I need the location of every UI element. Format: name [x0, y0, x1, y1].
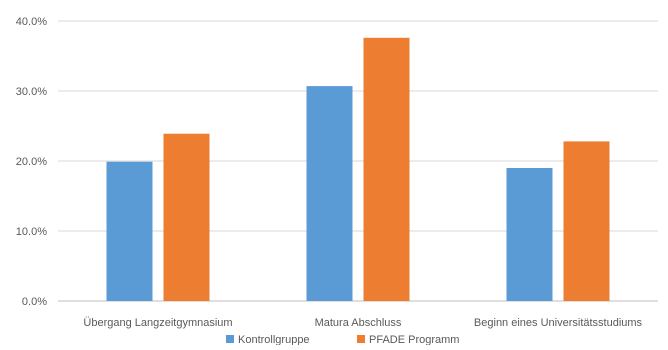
legend-label: PFADE Programm: [369, 334, 459, 345]
bar-kontrollgruppe: [106, 161, 153, 301]
bar-pfade-programm: [363, 37, 410, 302]
bar-pfade-programm: [163, 133, 210, 301]
bar-kontrollgruppe: [506, 168, 553, 301]
x-category-label: Matura Abschluss: [315, 317, 402, 329]
legend-label: Kontrollgruppe: [238, 334, 310, 345]
gridlines: [58, 20, 658, 302]
y-axis-ticks: 0.0% 10.0% 20.0% 30.0% 40.0%: [16, 16, 47, 308]
x-category-label: Beginn eines Universitätsstudiums: [474, 317, 643, 329]
x-category-label: Übergang Langzeitgymnasium: [83, 317, 232, 329]
legend: Kontrollgruppe PFADE Programm: [226, 334, 459, 346]
y-tick-label: 40.0%: [16, 16, 47, 28]
y-tick-label: 30.0%: [16, 86, 47, 98]
bars: [106, 37, 610, 302]
y-tick-label: 20.0%: [16, 156, 47, 168]
bar-pfade-programm: [563, 141, 610, 301]
legend-swatch: [226, 335, 234, 343]
y-tick-label: 0.0%: [22, 296, 47, 308]
bar-kontrollgruppe: [306, 86, 353, 301]
legend-swatch: [357, 335, 365, 343]
y-tick-label: 10.0%: [16, 226, 47, 238]
x-axis: Übergang Langzeitgymnasium Matura Abschlu…: [83, 317, 642, 329]
